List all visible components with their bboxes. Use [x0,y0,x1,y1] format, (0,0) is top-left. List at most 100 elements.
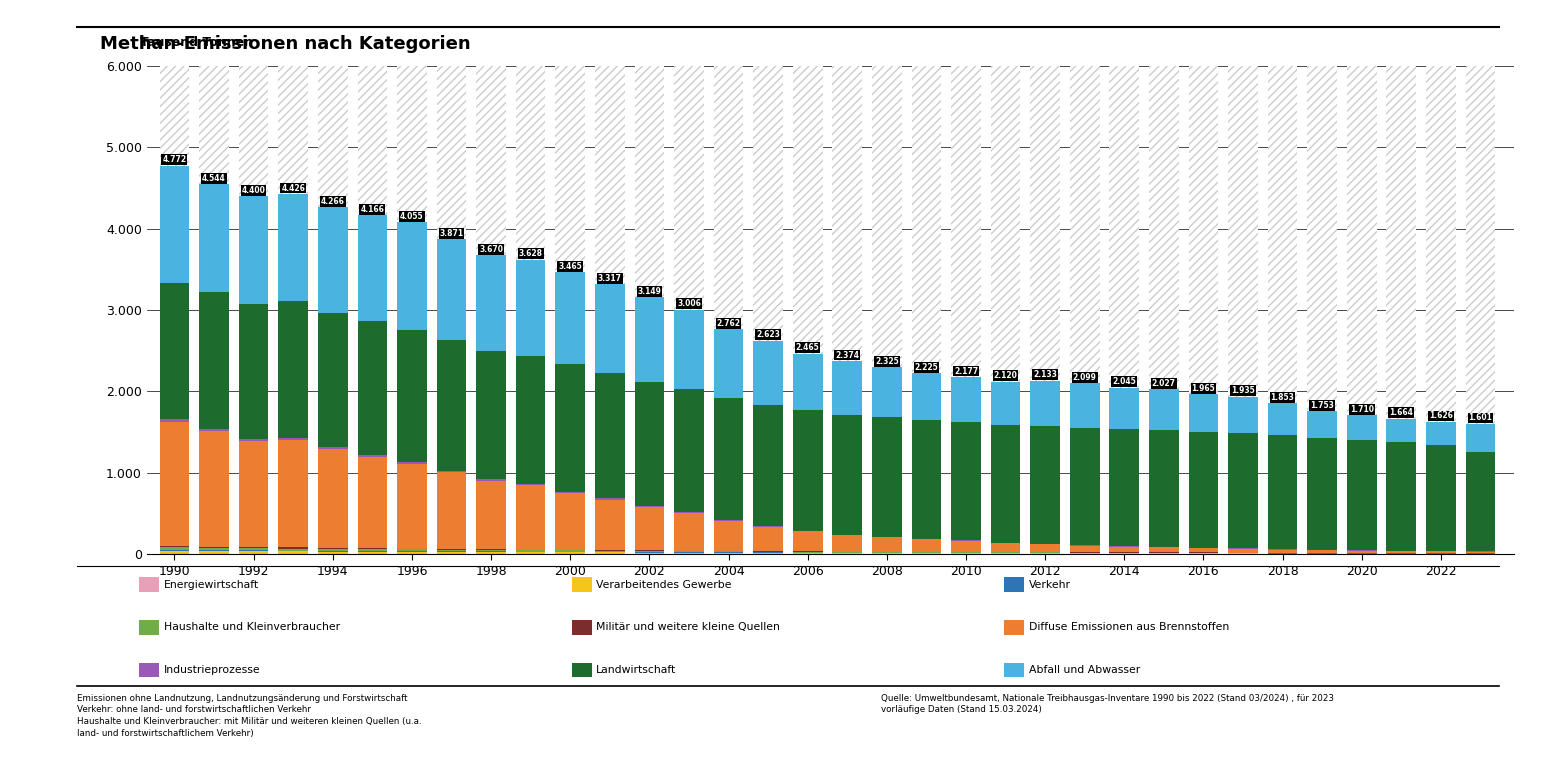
Bar [159,553,190,554]
Text: 4.166: 4.166 [360,205,385,214]
Bar [476,552,505,553]
Text: 3.317: 3.317 [598,274,621,283]
Bar [674,513,705,550]
Text: Verkehr: Verkehr [1029,580,1071,590]
Bar [357,553,388,554]
Bar [714,398,743,520]
Text: Abfall und Abwasser: Abfall und Abwasser [1029,665,1140,675]
Bar [793,353,822,410]
Bar [871,417,902,536]
Bar [1031,381,1060,426]
Text: 3.871: 3.871 [439,229,464,238]
Bar [397,66,426,554]
Bar [199,546,229,548]
Bar [476,480,505,549]
Bar [1228,433,1258,549]
Text: 1.853: 1.853 [1270,393,1295,402]
Bar [199,184,229,292]
Bar [437,470,467,472]
Bar [1188,432,1219,548]
Bar [516,484,545,485]
Bar [714,552,743,553]
Text: 1.935: 1.935 [1231,386,1255,395]
Bar [635,551,664,552]
Bar [754,552,783,553]
Text: 1.753: 1.753 [1310,401,1333,410]
Bar [754,527,783,551]
Bar [199,292,229,429]
Bar [1109,66,1139,554]
Bar [1347,439,1377,550]
Bar [357,548,388,549]
Bar [199,429,229,431]
Bar [437,340,467,470]
Text: Quelle: Umweltbundesamt, Nationale Treibhausgas-Inventare 1990 bis 2022 (Stand 0: Quelle: Umweltbundesamt, Nationale Treib… [881,694,1333,715]
Text: 3.628: 3.628 [519,250,542,258]
Bar [635,506,664,508]
Bar [199,431,229,546]
Bar [318,552,348,553]
Bar [595,498,624,500]
Text: 2.623: 2.623 [756,330,780,339]
Bar [555,493,586,549]
Bar [714,66,743,554]
Bar [159,66,190,554]
Bar [1347,551,1377,553]
Bar [397,464,426,549]
Bar [990,66,1020,554]
Bar [1149,66,1179,554]
Bar [476,256,505,350]
Bar [318,207,348,312]
Text: 1.965: 1.965 [1191,384,1216,393]
Text: Energiewirtschaft: Energiewirtschaft [164,580,260,590]
Text: 2.762: 2.762 [717,319,740,328]
Bar [714,329,743,398]
Text: Tausend Tonnen: Tausend Tonnen [141,36,253,49]
Bar [1426,446,1455,551]
Bar [239,66,269,554]
Bar [437,552,467,553]
Bar [516,66,545,554]
Bar [1268,436,1298,549]
Bar [318,312,348,447]
Bar [555,66,586,554]
Text: 4.426: 4.426 [281,184,306,192]
Bar [159,422,190,546]
Bar [278,301,307,438]
Bar [159,166,190,283]
Text: 4.400: 4.400 [241,186,266,195]
Text: 2.133: 2.133 [1034,370,1057,379]
Text: 4.772: 4.772 [162,156,187,164]
Bar [990,543,1020,552]
Text: 1.601: 1.601 [1469,413,1492,422]
Bar [1466,452,1496,551]
Bar [635,66,664,554]
Bar [912,373,941,420]
Bar [1268,403,1298,436]
Bar [357,456,388,457]
Bar [476,550,505,552]
Bar [1466,66,1496,554]
Bar [1466,424,1496,452]
Bar [1307,66,1336,554]
Bar [318,553,348,554]
Bar [1426,552,1455,553]
Bar [754,405,783,525]
Bar [437,66,467,554]
Bar [278,547,307,549]
Bar [278,550,307,551]
Bar [199,548,229,550]
Bar [437,553,467,554]
Bar [318,66,348,554]
Bar [1386,418,1417,442]
Bar [239,553,269,554]
Bar [476,553,505,554]
Bar [952,422,981,540]
Bar [318,549,348,551]
Bar [1386,442,1417,551]
Bar [635,297,664,382]
Text: Militär und weitere kleine Quellen: Militär und weitere kleine Quellen [596,622,780,632]
Bar [1031,66,1060,554]
Bar [912,66,941,554]
Bar [1188,394,1219,432]
